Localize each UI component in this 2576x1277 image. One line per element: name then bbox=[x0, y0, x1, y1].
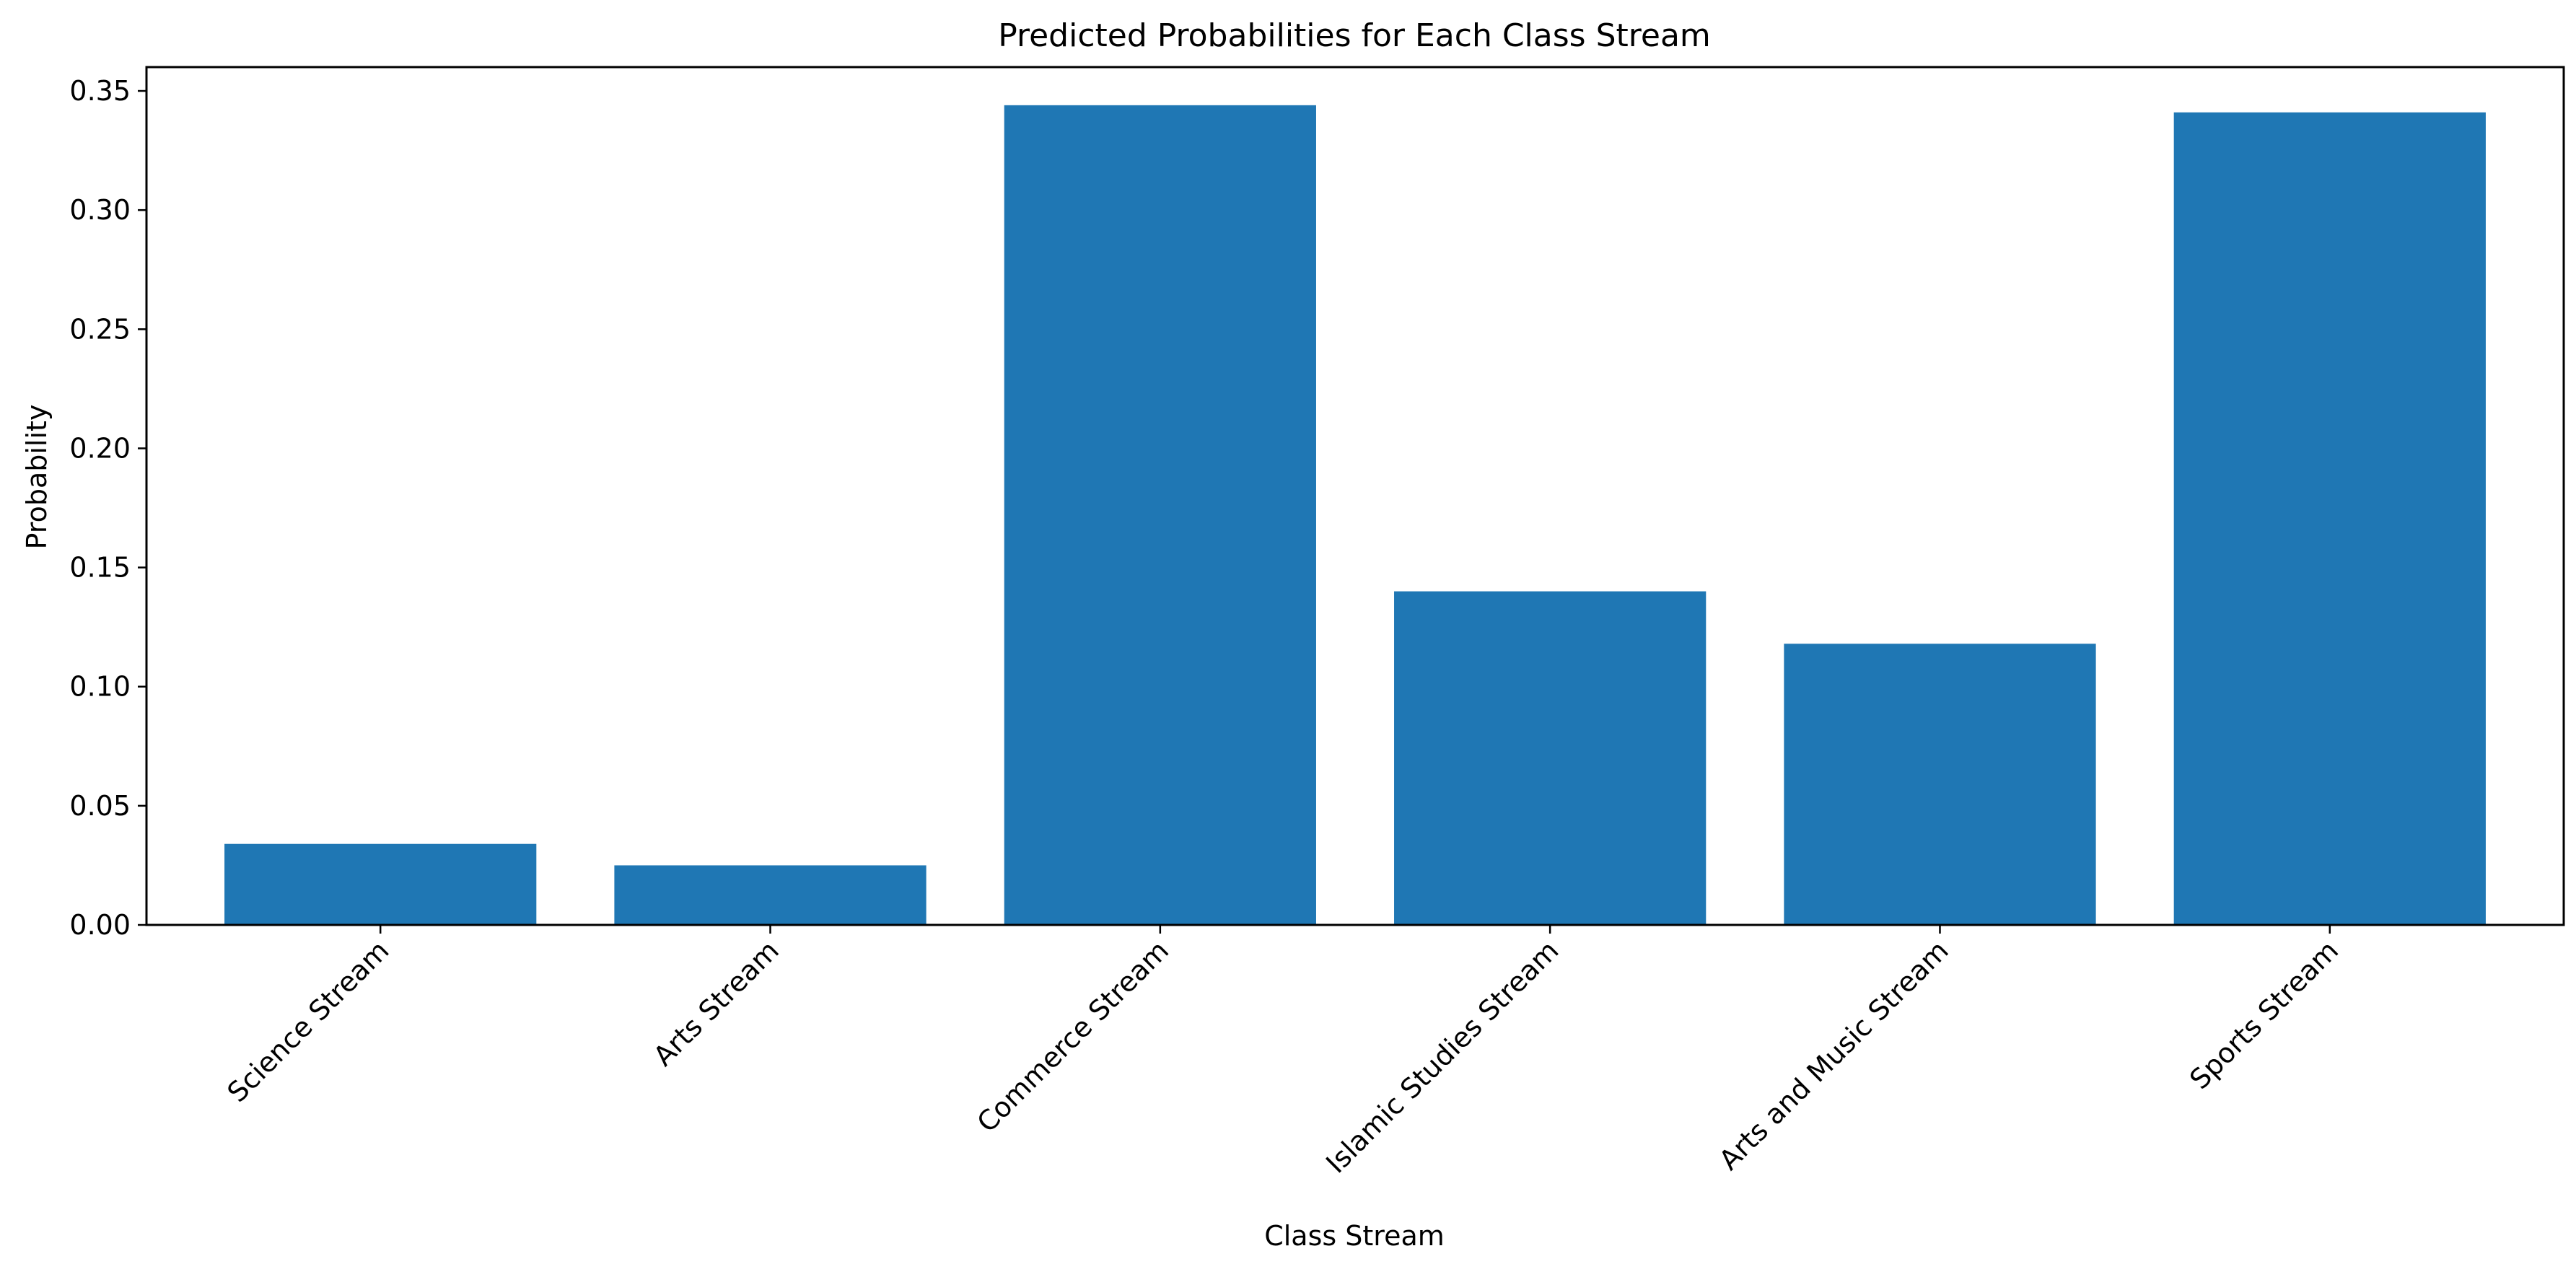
y-tick-label: 0.15 bbox=[69, 552, 131, 584]
bars-layer bbox=[224, 105, 2486, 925]
x-tick-label: Arts Stream bbox=[647, 934, 785, 1072]
y-tick-label: 0.25 bbox=[69, 313, 131, 345]
y-tick-label: 0.20 bbox=[69, 432, 131, 464]
x-tick-label: Science Stream bbox=[222, 934, 395, 1108]
x-tick-label: Commerce Stream bbox=[971, 934, 1175, 1138]
chart-title: Predicted Probabilities for Each Class S… bbox=[998, 17, 1711, 54]
y-axis-label: Probability bbox=[21, 405, 53, 550]
y-tick-label: 0.05 bbox=[69, 790, 131, 822]
bar-arts-and-music-stream bbox=[1784, 644, 2096, 925]
plot-frame bbox=[145, 66, 2565, 926]
bar-arts-stream bbox=[614, 865, 926, 925]
y-tick-label: 0.00 bbox=[69, 909, 131, 941]
x-axis: Science Stream Arts Stream Commerce Stream… bbox=[222, 925, 2344, 1180]
y-tick-label: 0.30 bbox=[69, 194, 131, 226]
y-tick-label: 0.10 bbox=[69, 671, 131, 703]
x-tick-label: Islamic Studies Stream bbox=[1320, 934, 1564, 1179]
x-tick-label: Sports Stream bbox=[2183, 934, 2344, 1095]
bar-science-stream bbox=[224, 843, 537, 925]
y-tick-label: 0.35 bbox=[69, 75, 131, 107]
x-axis-label: Class Stream bbox=[1264, 1220, 1445, 1252]
y-axis: 0.00 0.05 0.10 0.15 0.20 0.25 0.30 0.35 bbox=[69, 75, 146, 941]
bar-islamic-studies-stream bbox=[1394, 591, 1707, 925]
bar-commerce-stream bbox=[1004, 105, 1316, 925]
bar-sports-stream bbox=[2173, 112, 2486, 925]
x-tick-label: Arts and Music Stream bbox=[1713, 934, 1955, 1176]
